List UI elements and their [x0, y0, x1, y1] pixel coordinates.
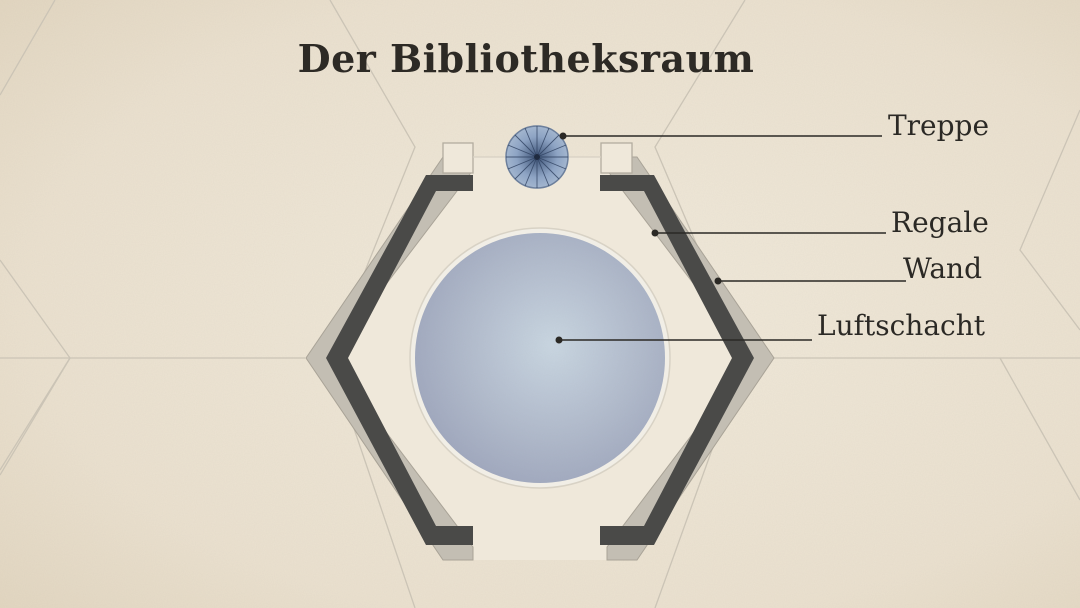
door-pillar-left	[442, 142, 474, 174]
label-stairs: Treppe	[888, 109, 990, 142]
leader-dot-shaft	[555, 336, 563, 344]
leader-lines	[559, 135, 906, 341]
leader-dot-stairs	[559, 132, 567, 140]
air-shaft	[409, 227, 671, 489]
shelves-right	[600, 175, 754, 545]
shelves-left	[326, 175, 473, 545]
label-air-shaft: Luftschacht	[817, 309, 985, 342]
diagram-title-text: Der Bibliotheksraum	[297, 36, 755, 81]
label-shelves: Regale	[891, 206, 989, 239]
diagram-title: Der Bibliotheksraum	[0, 36, 1080, 81]
stairs-icon	[505, 125, 569, 189]
leader-dot-wall	[714, 277, 722, 285]
door-pillar-right	[600, 142, 633, 174]
leader-dot-shelves	[651, 229, 659, 237]
label-wall: Wand	[903, 252, 982, 285]
